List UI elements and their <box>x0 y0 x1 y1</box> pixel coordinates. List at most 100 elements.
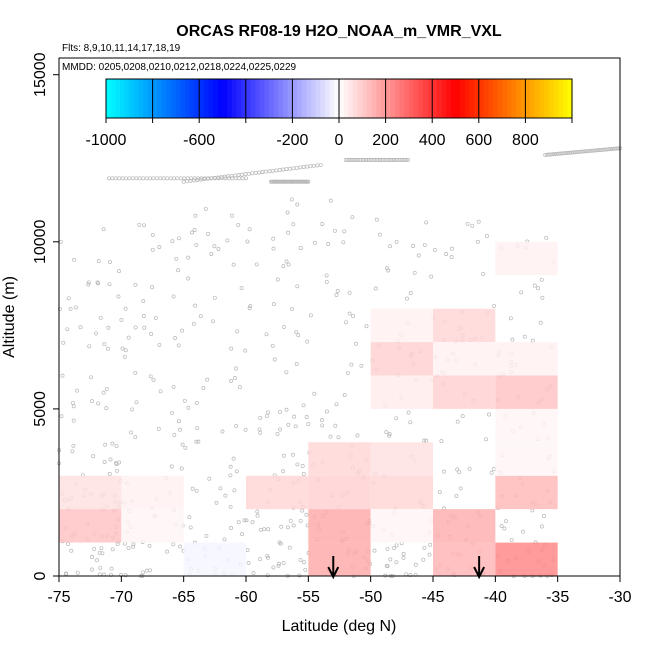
sample-point <box>275 277 280 282</box>
sample-point <box>290 306 295 311</box>
colorbar-segment <box>301 79 307 118</box>
sample-point <box>108 457 113 462</box>
sample-point <box>250 520 255 525</box>
sample-point <box>61 340 66 345</box>
colorbar-segment <box>492 79 499 118</box>
track-point <box>127 176 132 181</box>
track-point <box>154 176 159 181</box>
colorbar-segment <box>464 79 471 118</box>
colorbar-segment <box>348 79 354 118</box>
sample-point <box>176 236 181 241</box>
sample-point <box>258 527 263 532</box>
sample-point <box>303 567 308 572</box>
track-point <box>599 147 604 152</box>
sample-point <box>171 542 176 547</box>
sample-point <box>264 413 269 418</box>
track-point <box>610 146 615 151</box>
sample-point <box>271 246 276 251</box>
sample-point <box>540 295 545 300</box>
sample-point <box>404 572 409 577</box>
sample-point <box>73 305 78 310</box>
sample-point <box>233 366 238 371</box>
sample-point <box>538 320 543 325</box>
sample-point <box>237 385 242 390</box>
heatmap-cell <box>370 475 433 510</box>
sample-point <box>301 403 306 408</box>
sample-point <box>60 373 65 378</box>
sample-point <box>408 573 413 577</box>
sample-point <box>71 418 76 423</box>
sample-point <box>194 242 199 247</box>
colorbar-segment <box>427 79 433 118</box>
sample-point <box>107 282 112 287</box>
track-point <box>244 176 248 181</box>
sample-point <box>89 567 94 572</box>
sample-point <box>401 552 406 556</box>
track-point <box>281 167 286 172</box>
colorbar-segment <box>250 79 256 118</box>
sample-point <box>541 514 546 519</box>
track-point <box>604 147 609 152</box>
colorbar-segment <box>371 79 377 118</box>
track-point <box>567 150 572 155</box>
track-point <box>226 176 231 181</box>
colorbar-segment <box>366 79 373 118</box>
sample-point <box>242 518 247 523</box>
sample-point <box>228 473 233 478</box>
track-point <box>239 172 244 177</box>
track-point <box>192 178 196 183</box>
track-point <box>561 151 566 156</box>
sample-point <box>247 306 252 311</box>
sample-point <box>489 470 494 475</box>
sample-point <box>150 232 155 237</box>
sample-point <box>225 238 230 243</box>
sample-point <box>344 320 348 325</box>
sample-point <box>196 439 201 444</box>
heatmap-cell <box>59 509 122 543</box>
sample-point <box>422 242 427 247</box>
colorbar-segment <box>558 79 564 118</box>
sample-point <box>58 239 63 244</box>
sample-point <box>424 438 429 443</box>
sample-point <box>75 388 79 393</box>
colorbar-segment <box>222 79 228 118</box>
sample-point <box>324 409 329 414</box>
track-point <box>181 179 186 184</box>
sample-point <box>328 198 333 203</box>
sample-point <box>377 232 382 237</box>
sample-point <box>334 293 339 297</box>
track-point <box>124 176 128 181</box>
sample-point <box>179 466 184 471</box>
sample-point <box>351 314 355 319</box>
sample-point <box>97 550 102 555</box>
sample-point <box>198 314 203 319</box>
sample-point <box>272 357 277 362</box>
sample-point <box>194 439 199 444</box>
sample-point <box>336 435 341 440</box>
sample-point <box>487 412 491 417</box>
track-point <box>404 157 409 162</box>
sample-point <box>281 264 286 269</box>
sample-point <box>406 410 411 415</box>
sample-point <box>211 319 215 324</box>
sample-point <box>255 509 260 514</box>
sample-point <box>114 462 119 466</box>
colorbar-segment <box>110 79 116 118</box>
sample-point <box>142 325 147 330</box>
sample-point <box>532 283 537 288</box>
sample-point <box>305 339 310 344</box>
sample-point <box>449 255 454 260</box>
colorbar-segment <box>320 79 326 118</box>
sample-point <box>220 429 225 434</box>
sample-point <box>244 518 249 523</box>
heatmap-cell <box>370 509 433 543</box>
track-point <box>257 170 262 175</box>
track-point <box>601 147 606 152</box>
track-point <box>571 150 576 155</box>
sample-point <box>123 573 128 578</box>
sample-point <box>209 252 214 256</box>
sample-point <box>422 545 427 550</box>
sample-point <box>214 500 219 505</box>
track-point <box>301 165 306 169</box>
sample-point <box>428 542 433 547</box>
